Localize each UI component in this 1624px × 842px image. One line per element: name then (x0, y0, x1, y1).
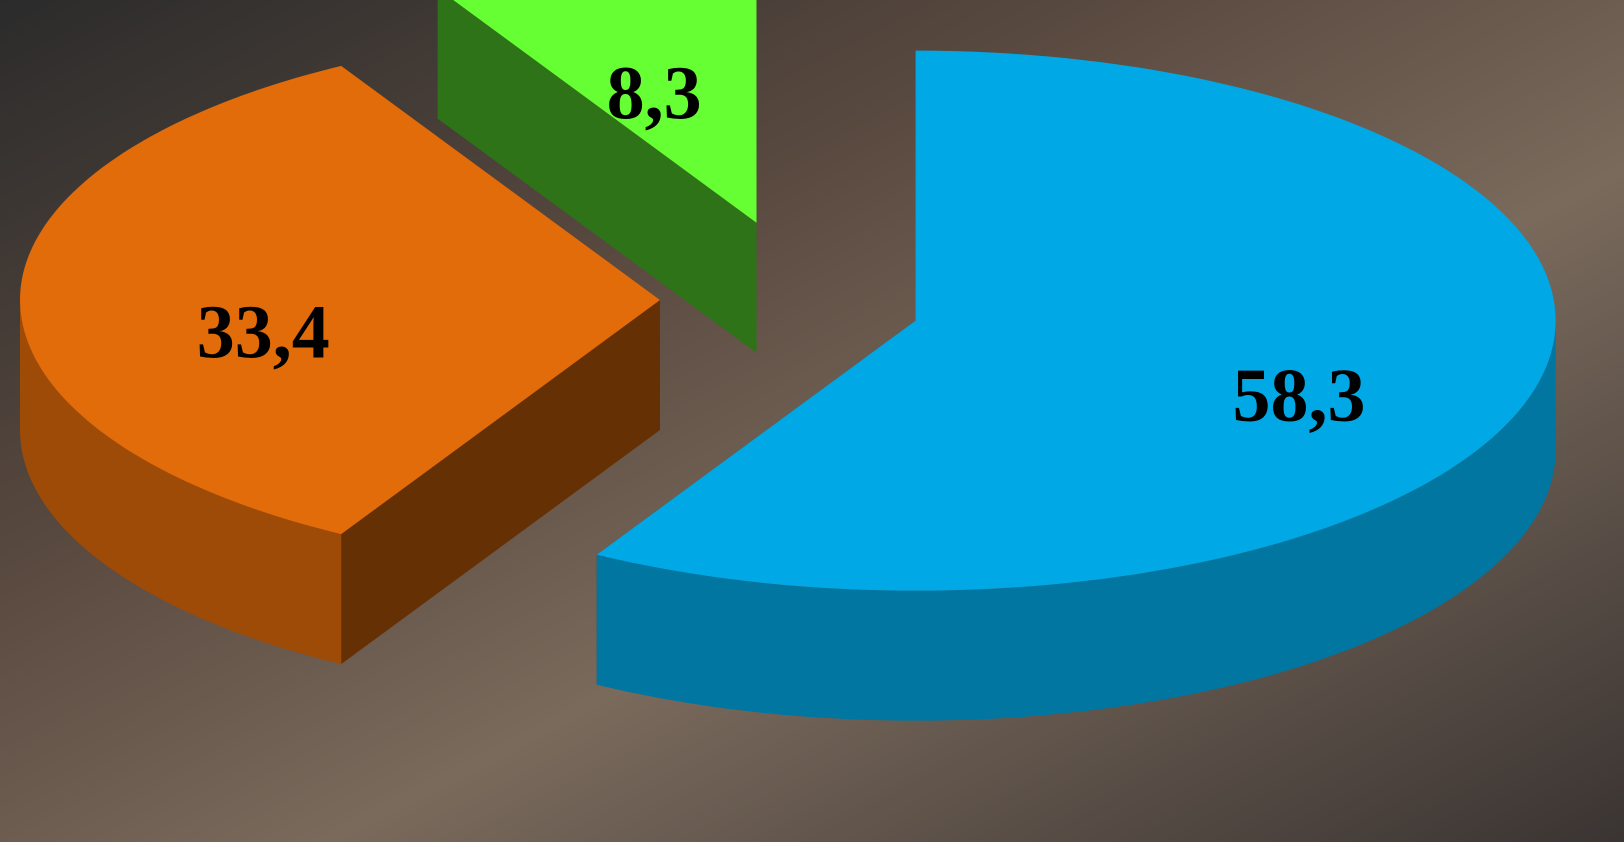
page: 8,333,458,3 (() => { const data = JSON.p… (0, 0, 1624, 842)
chart: 8,3 33,4 58,3 (0, 0, 1624, 842)
data-label: 58,3 (1232, 354, 1365, 438)
data-label: 8,3 (607, 51, 702, 135)
data-label: 33,4 (197, 290, 330, 374)
